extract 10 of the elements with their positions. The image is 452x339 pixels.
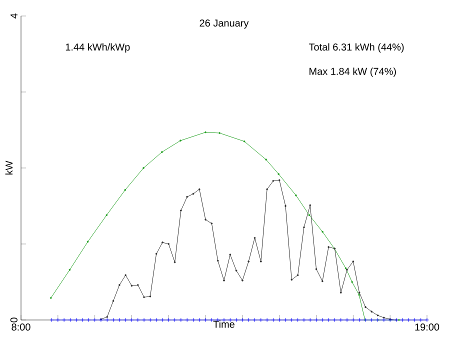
y-tick-label: 4 (10, 14, 18, 19)
x-tick-label: 19:00 (415, 324, 440, 331)
annotation: 1.44 kWh/kWp (66, 43, 130, 53)
y-axis-title: kW (5, 160, 13, 175)
x-axis-title: Time (213, 320, 234, 328)
chart-title: 26 January (200, 20, 249, 29)
x-tick-label: 8:00 (12, 324, 30, 331)
y-tick-label: 0 (10, 318, 18, 322)
annotation: Total 6.31 kWh (44%) (308, 43, 404, 53)
annotation: Max 1.84 kW (74%) (310, 68, 396, 77)
